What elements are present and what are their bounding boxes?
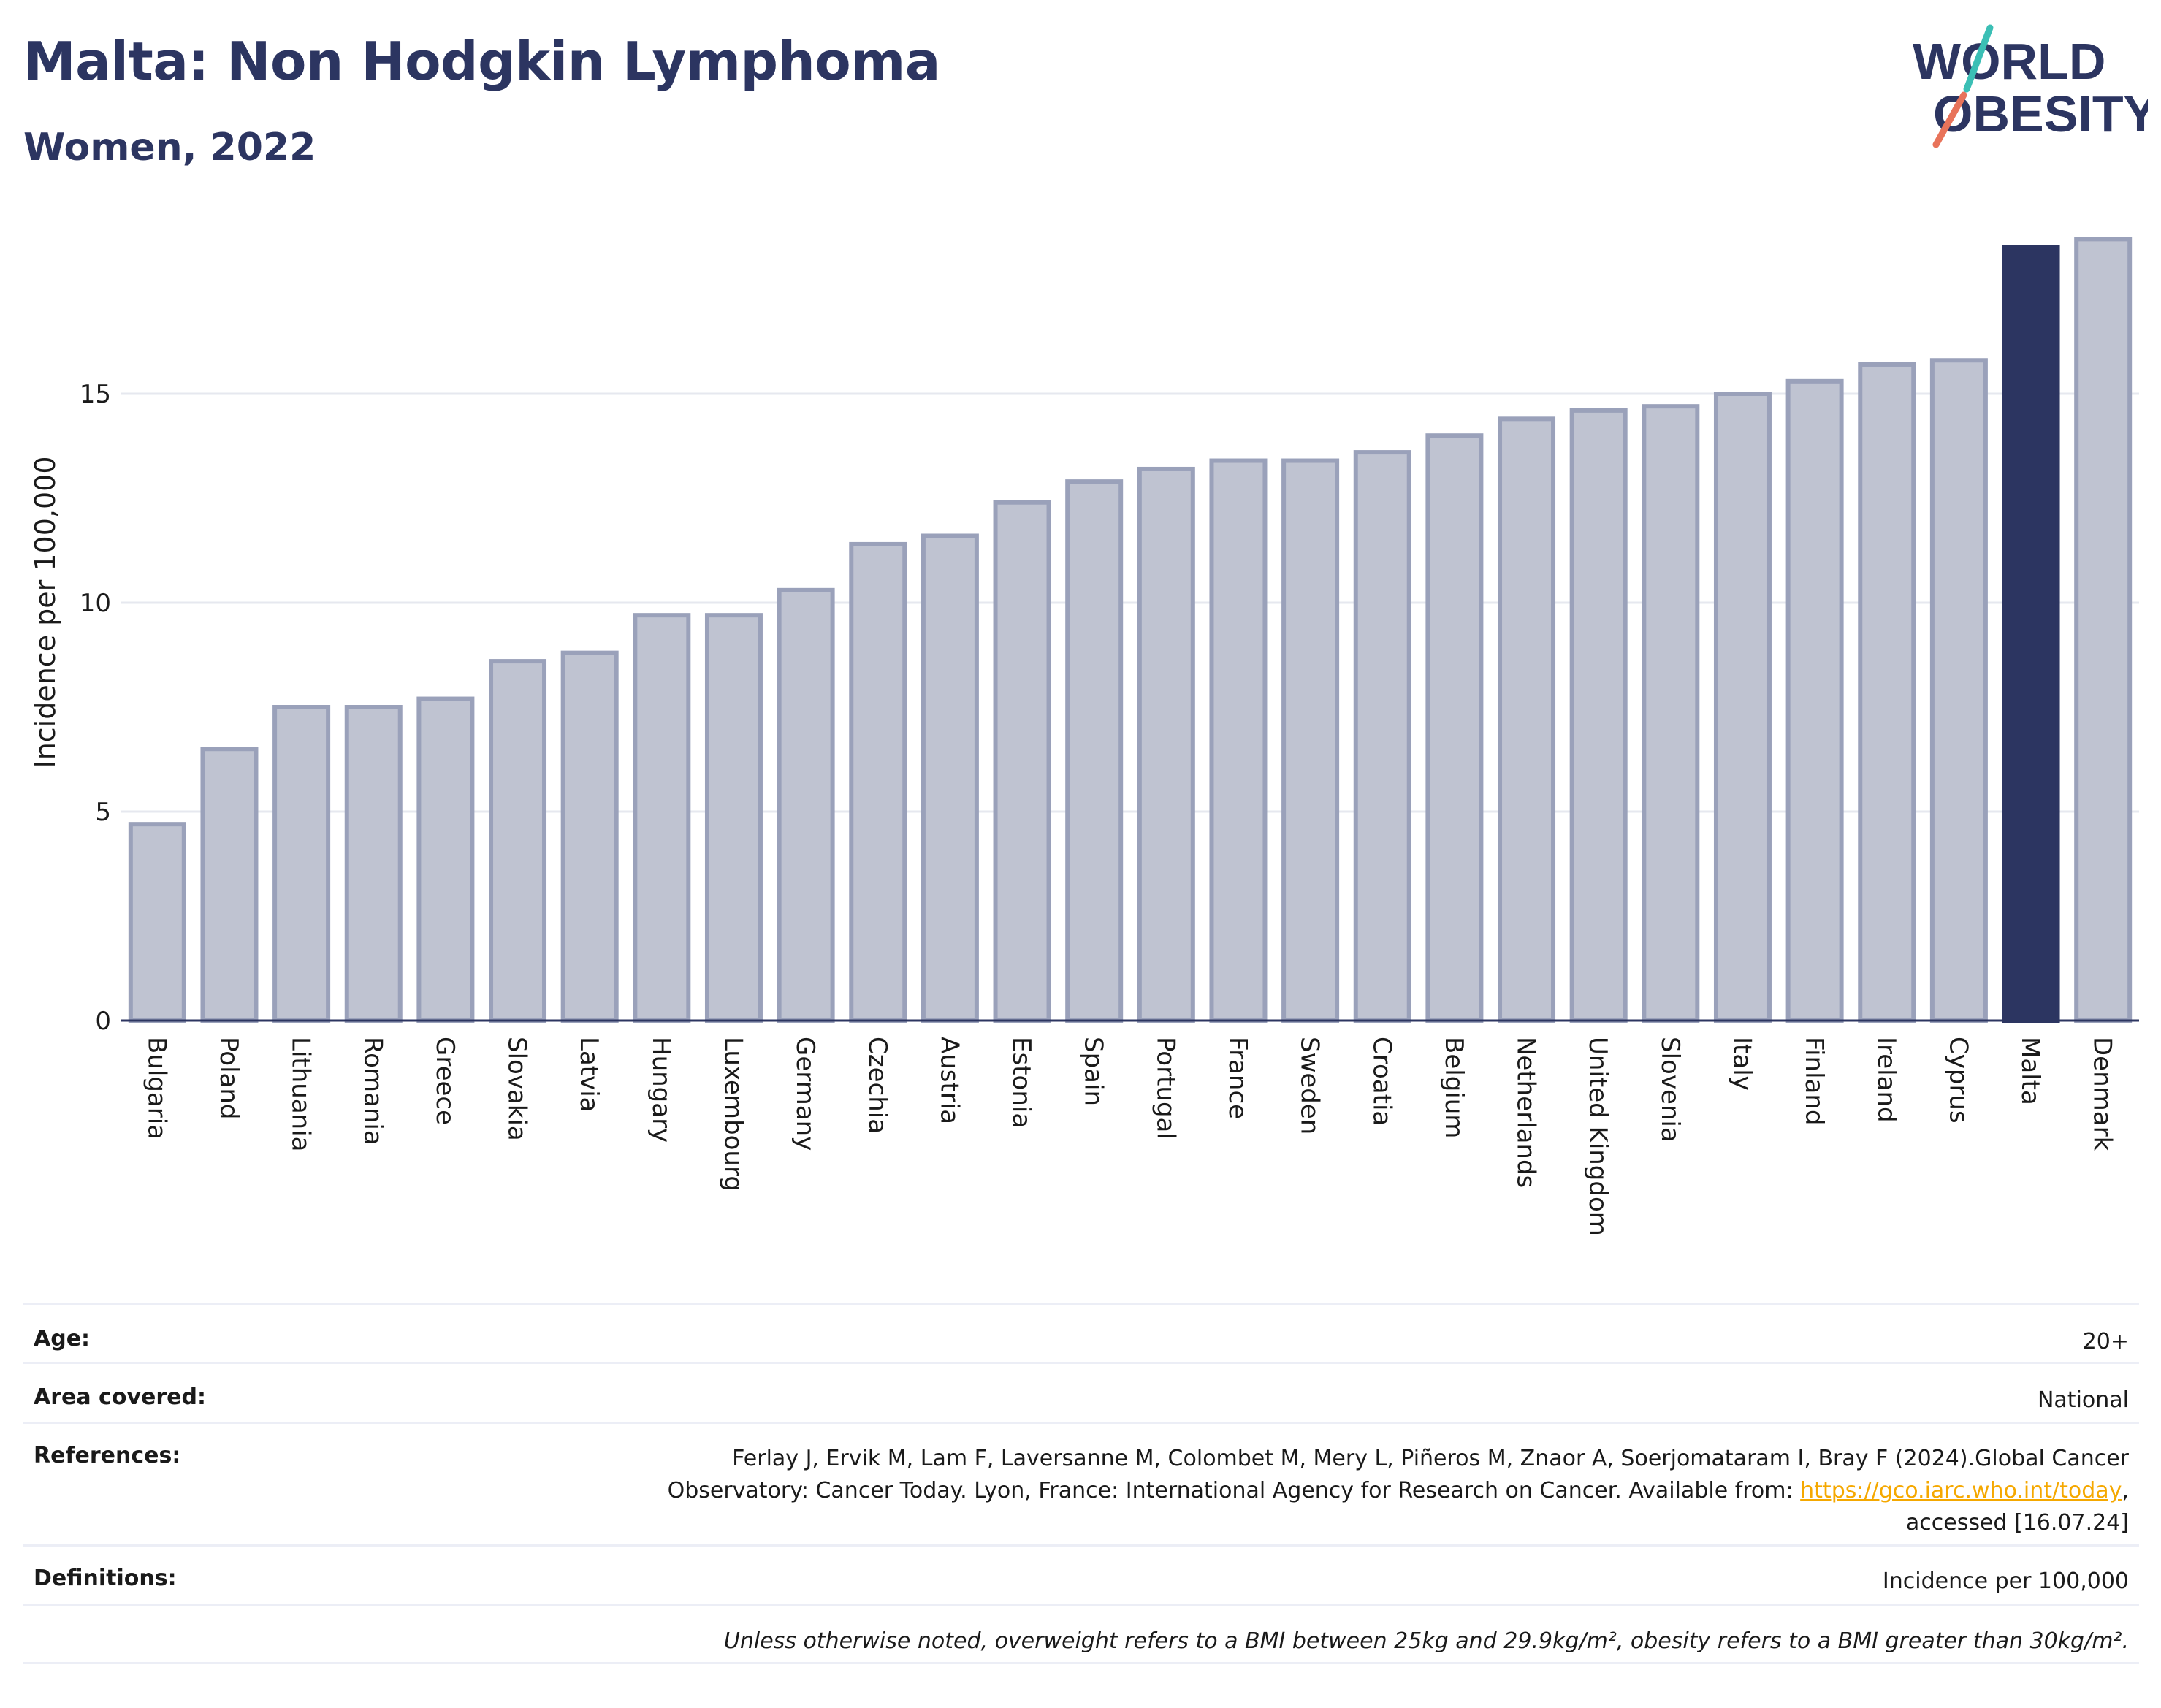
y-tick-label: 15: [80, 380, 111, 409]
logo-line1: WORLD: [1913, 33, 2105, 90]
references-value: Ferlay J, Ervik M, Lam F, Laversanne M, …: [668, 1443, 2139, 1539]
bar-lithuania: [272, 705, 331, 1023]
bar-belgium: [1425, 433, 1484, 1023]
x-tick-label: France: [1223, 1037, 1252, 1119]
bar-slovakia: [489, 659, 547, 1023]
bar-chart: 0 5 10 15 Bulgaria Poland Lithuania Romania Gre…: [80, 237, 2139, 1236]
meta-row-area: Area covered: National: [23, 1362, 2139, 1422]
x-tick-label: Spain: [1079, 1037, 1108, 1106]
x-tick-label: Sweden: [1295, 1037, 1325, 1135]
age-value: 20+: [2082, 1329, 2129, 1354]
meta-row-references: References: Ferlay J, Ervik M, Lam F, La…: [23, 1422, 2139, 1544]
meta-row-definitions: Definitions: Incidence per 100,000: [23, 1544, 2139, 1604]
x-tick-label: Latvia: [574, 1037, 603, 1113]
x-tick-label: Netherlands: [1512, 1037, 1541, 1188]
x-tick-label: Czechia: [863, 1037, 892, 1134]
bar-france: [1209, 458, 1268, 1023]
bar-poland: [200, 747, 259, 1023]
x-tick-label: Hungary: [647, 1037, 676, 1143]
x-tick-label: Cyprus: [1943, 1037, 1973, 1124]
y-tick-label: 0: [95, 1007, 111, 1036]
y-tick-label: 5: [95, 798, 111, 827]
bar-germany: [777, 587, 835, 1023]
bar-croatia: [1353, 450, 1411, 1023]
x-tick-label: Greece: [430, 1037, 460, 1125]
definitions-label: Definitions:: [34, 1566, 177, 1591]
bar-sweden: [1281, 458, 1340, 1023]
logo-slash-lower: [1932, 91, 1967, 148]
bar-united-kingdom: [1569, 408, 1628, 1023]
x-tick-label: Croatia: [1367, 1037, 1396, 1126]
y-tick-label: 10: [80, 589, 111, 618]
x-tick-labels: Bulgaria Poland Lithuania Romania Greece Slov…: [142, 1037, 2116, 1236]
references-line3: accessed [16.07.24]: [1905, 1510, 2129, 1536]
y-axis-label: Incidence per 100,000: [29, 456, 61, 769]
x-tick-label: Portugal: [1151, 1037, 1180, 1140]
bar-bulgaria: [128, 822, 186, 1023]
bar-portugal: [1137, 466, 1195, 1023]
logo-slash-upper: [1963, 24, 1994, 93]
x-tick-label: United Kingdom: [1583, 1037, 1612, 1236]
bar-romania: [344, 705, 403, 1023]
x-tick-label: Belgium: [1439, 1037, 1468, 1138]
x-tick-label: Denmark: [2088, 1037, 2117, 1151]
area-value: National: [2037, 1387, 2129, 1413]
x-tick-label: Luxembourg: [718, 1037, 747, 1192]
page-subtitle: Women, 2022: [23, 126, 316, 169]
area-label: Area covered:: [34, 1384, 206, 1410]
definitions-value: Incidence per 100,000: [1882, 1568, 2129, 1594]
x-tick-label: Poland: [214, 1037, 243, 1120]
bar-slovenia: [1642, 404, 1700, 1023]
x-tick-label: Germany: [790, 1037, 820, 1151]
x-tick-label: Lithuania: [286, 1037, 316, 1151]
x-tick-label: Estonia: [1007, 1037, 1036, 1128]
references-line2: Observatory: Cancer Today. Lyon, France:…: [667, 1478, 1801, 1503]
bar-ireland: [1858, 362, 1916, 1023]
y-tick-labels: 0 5 10 15: [80, 380, 111, 1036]
x-tick-label: Austria: [934, 1037, 964, 1124]
bar-malta: [2002, 245, 2060, 1023]
x-tick-label: Malta: [2016, 1037, 2045, 1105]
bar-cyprus: [1929, 358, 1988, 1023]
references-link[interactable]: https://gco.iarc.who.int/today: [1800, 1478, 2122, 1503]
x-tick-label: Romania: [358, 1037, 387, 1145]
bar-netherlands: [1498, 416, 1556, 1023]
meta-row-note: Unless otherwise noted, overweight refer…: [23, 1604, 2139, 1664]
x-tick-label: Slovakia: [503, 1037, 532, 1141]
bar-denmark: [2074, 237, 2133, 1023]
world-obesity-logo: WORLD OBESITY: [1913, 24, 2148, 148]
x-tick-label: Ireland: [1872, 1037, 1901, 1123]
references-label: References:: [34, 1443, 181, 1468]
bar-italy: [1713, 392, 1772, 1023]
references-line1: Ferlay J, Ervik M, Lam F, Laversanne M, …: [732, 1446, 2129, 1471]
bar-czechia: [849, 541, 907, 1023]
bar-luxembourg: [704, 613, 763, 1023]
x-tick-label: Finland: [1799, 1037, 1829, 1126]
x-tick-label: Bulgaria: [142, 1037, 171, 1140]
bar-austria: [921, 533, 979, 1023]
meta-row-age: Age: 20+: [23, 1303, 2139, 1362]
bar-greece: [416, 696, 475, 1023]
bar-estonia: [993, 500, 1051, 1023]
x-tick-label: Italy: [1727, 1037, 1756, 1091]
references-comma: ,: [2122, 1478, 2129, 1503]
bmi-note: Unless otherwise noted, overweight refer…: [723, 1628, 2129, 1654]
bars: [128, 237, 2133, 1023]
logo-line2: OBESITY: [1933, 85, 2148, 142]
page-title: Malta: Non Hodgkin Lymphoma: [23, 31, 940, 92]
bar-hungary: [633, 613, 691, 1023]
x-tick-label: Slovenia: [1655, 1037, 1685, 1143]
metadata-table: Age: 20+ Area covered: National Referenc…: [23, 1303, 2139, 1664]
bar-spain: [1065, 479, 1124, 1023]
bar-latvia: [560, 650, 619, 1023]
bar-finland: [1785, 378, 1844, 1023]
age-label: Age:: [34, 1326, 91, 1351]
